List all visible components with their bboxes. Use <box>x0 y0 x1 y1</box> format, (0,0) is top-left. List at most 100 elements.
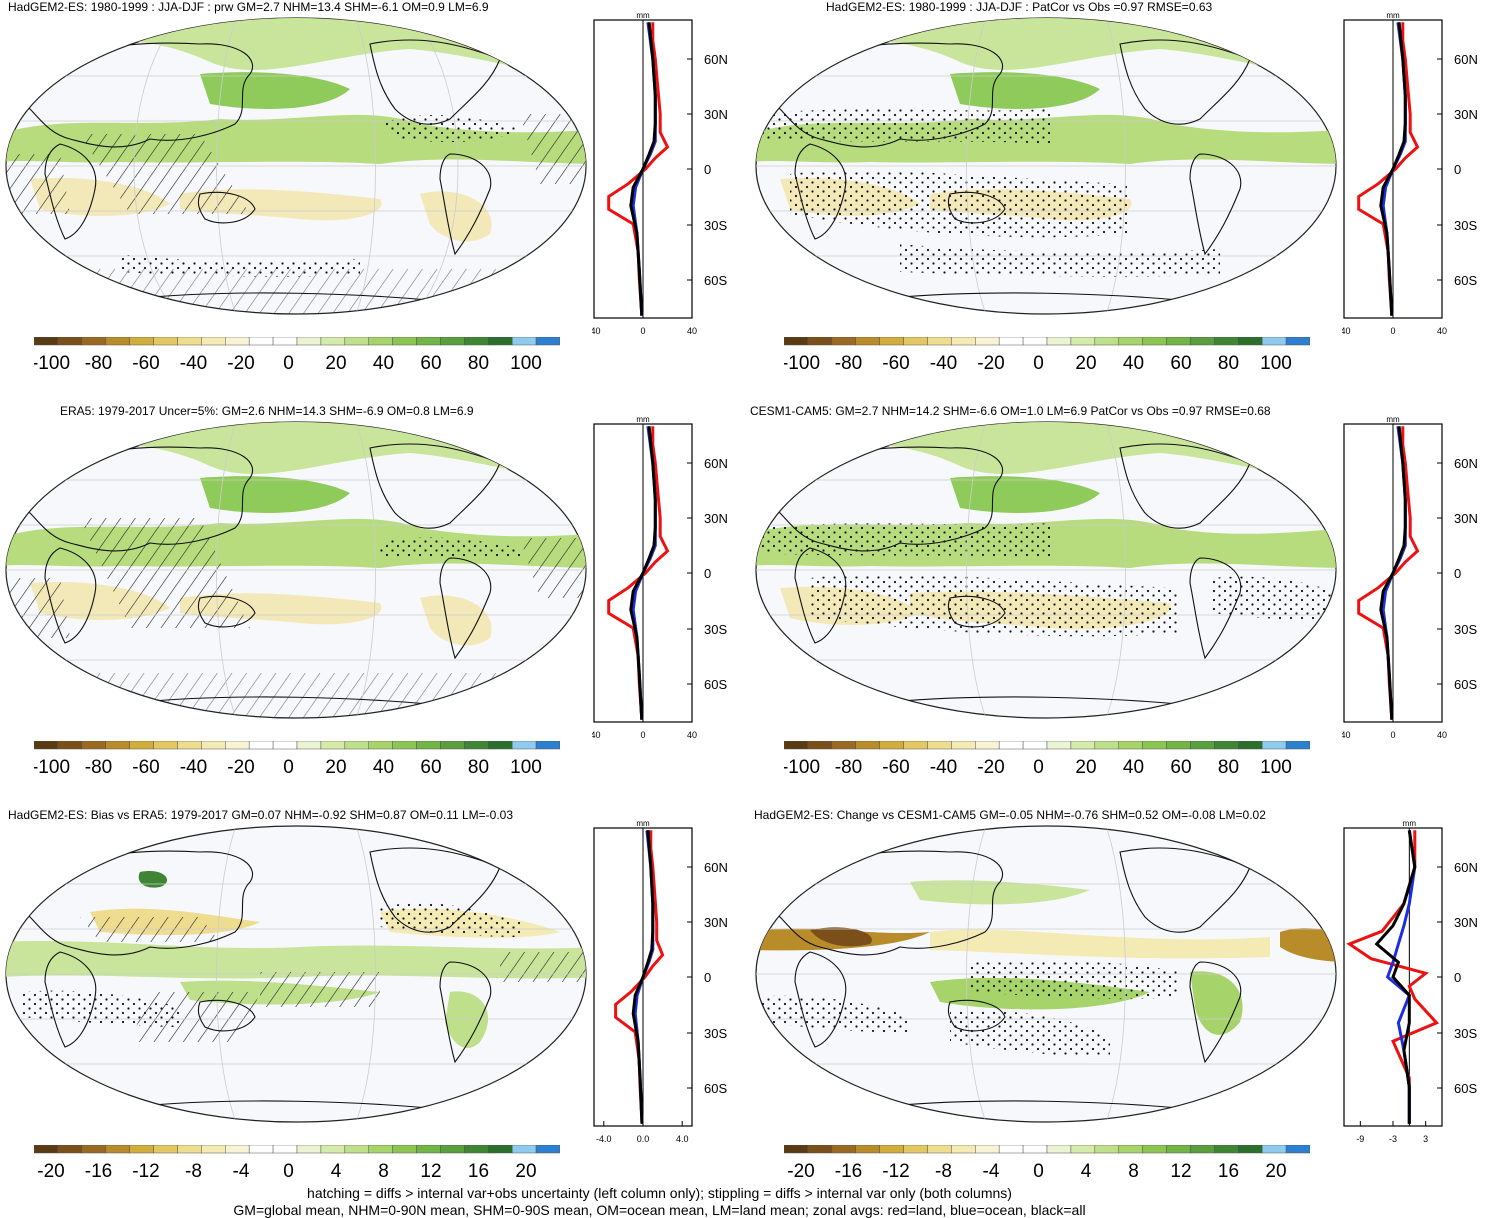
colorbar-swatch <box>440 337 465 346</box>
colorbar-swatch <box>1285 337 1310 346</box>
colorbar-swatch <box>464 741 489 750</box>
colorbar-swatch <box>177 1145 202 1154</box>
colorbar-tick-label: -80 <box>85 353 112 374</box>
colorbar-tick-label: -4 <box>233 1161 250 1182</box>
lat-tick-label: 30N <box>704 511 728 526</box>
units-label: mm <box>1386 11 1400 20</box>
colorbar-swatch <box>1070 741 1096 750</box>
colorbar-swatch <box>105 741 130 750</box>
zonal-average-plot: mm -9 -3 3 60N 30N 0 30S 60S <box>1343 819 1478 1144</box>
colorbar-tick-label: 20 <box>515 1161 536 1182</box>
zonal-average-plot: mm -40 0 40 60N 30N 0 30S 60S <box>592 11 728 336</box>
colorbar-tick-label: 60 <box>420 757 441 778</box>
colorbar-swatch <box>998 337 1024 346</box>
panel-title: HadGEM2-ES: Change vs CESM1-CAM5 GM=-0.0… <box>754 808 1266 822</box>
lat-tick-label: 60N <box>704 456 728 471</box>
panel-title: HadGEM2-ES: 1980-1999 : JJA-DJF : PatCor… <box>826 0 1213 14</box>
x-tick-label: 3 <box>1423 1134 1428 1144</box>
colorbar-swatch <box>975 337 1000 346</box>
colorbar-swatch <box>535 741 560 750</box>
colorbar-swatch <box>1190 741 1215 750</box>
colorbar-tick-label: -20 <box>977 353 1004 374</box>
zonal-average-plot: mm -40 0 40 60N 30N 0 30S 60S <box>1342 415 1478 740</box>
colorbar-swatch <box>225 337 250 346</box>
colorbar-swatch <box>320 1145 346 1154</box>
coastlines <box>17 443 501 709</box>
colorbar-swatch <box>975 1145 1000 1154</box>
colorbar-swatch <box>1070 337 1096 346</box>
colorbar-swatch <box>535 337 560 346</box>
colorbar-tick-label: 100 <box>510 757 542 778</box>
panel-2: HadGEM2-ES: 1980-1999 : JJA-DJF : PatCor… <box>750 0 1485 405</box>
colorbar-swatch <box>34 337 59 346</box>
x-tick-label: 40 <box>687 326 697 336</box>
colorbar-swatch <box>998 741 1024 750</box>
colorbar-swatch <box>1142 741 1167 750</box>
colorbar-tick-label: 40 <box>1123 353 1144 374</box>
colorbar-swatch <box>1142 1145 1167 1154</box>
colorbar-tick-label: -12 <box>882 1161 909 1182</box>
colorbar-tick-label: 16 <box>1218 1161 1239 1182</box>
graticule <box>6 18 586 314</box>
units-label: mm <box>1386 415 1400 424</box>
all-zonal-line <box>631 830 655 1124</box>
colorbar-swatch <box>57 741 83 750</box>
lat-tick-label: 30N <box>1454 511 1478 526</box>
colorbar-swatch <box>129 337 154 346</box>
colorbar-tick-label: 16 <box>468 1161 489 1182</box>
lat-tick-label: 30S <box>704 622 727 637</box>
colorbar-swatch <box>344 337 369 346</box>
colorbar-swatch <box>784 1145 809 1154</box>
colorbar-tick-label: -100 <box>34 757 70 778</box>
colorbar-swatch <box>831 337 856 346</box>
all-zonal-line <box>1379 22 1407 316</box>
lat-tick-label: 60S <box>1454 677 1477 692</box>
lat-tick-label: 60N <box>704 860 728 875</box>
colorbar-tick-label: -4 <box>983 1161 1000 1182</box>
lat-tick-label: 30S <box>1454 218 1477 233</box>
colorbar-swatch <box>225 1145 250 1154</box>
colorbar-swatch <box>1118 1145 1143 1154</box>
colorbar-swatch <box>368 337 393 346</box>
footer-line-2: GM=global mean, NHM=0-90N mean, SHM=0-90… <box>233 1202 1086 1218</box>
x-tick-label: 0.0 <box>637 1134 650 1144</box>
lat-tick-label: 60S <box>704 677 727 692</box>
colorbar-tick-label: 0 <box>283 757 294 778</box>
colorbar-tick-label: -8 <box>935 1161 952 1182</box>
panel-6: HadGEM2-ES: Change vs CESM1-CAM5 GM=-0.0… <box>750 808 1485 1213</box>
panel-title: ERA5: 1979-2017 Uncer=5%: GM=2.6 NHM=14.… <box>60 404 474 418</box>
colorbar-swatch <box>296 1145 322 1154</box>
colorbar-tick-label: 60 <box>420 353 441 374</box>
colorbar-swatch <box>831 741 856 750</box>
colorbar-swatch <box>1022 741 1048 750</box>
colorbar-swatch <box>488 1145 513 1154</box>
colorbar-tick-label: -8 <box>185 1161 202 1182</box>
lat-tick-label: 60S <box>704 1081 727 1096</box>
colorbar-tick-label: -40 <box>180 353 207 374</box>
colorbar-swatch <box>855 337 880 346</box>
colorbar-tick-label: -60 <box>132 353 159 374</box>
colorbar-tick-label: -80 <box>85 757 112 778</box>
colorbar-swatch <box>105 1145 130 1154</box>
lat-tick-label: 30N <box>1454 915 1478 930</box>
colorbar-swatch <box>1261 337 1287 346</box>
colorbar-swatch <box>272 337 298 346</box>
colorbar-tick-label: -40 <box>930 353 957 374</box>
lat-tick-label: 30N <box>704 915 728 930</box>
x-tick-label: -4.0 <box>596 1134 612 1144</box>
colorbar-swatch <box>153 337 178 346</box>
colorbar-tick-label: 80 <box>468 353 489 374</box>
graticule <box>756 18 1336 314</box>
colorbar-swatch <box>511 741 537 750</box>
colorbar-swatch <box>784 741 809 750</box>
colorbar-tick-label: 60 <box>1170 757 1191 778</box>
colorbar-swatch <box>1238 741 1263 750</box>
world-map <box>755 17 1337 315</box>
colorbar-swatch <box>1022 1145 1048 1154</box>
colorbar-swatch <box>903 1145 928 1154</box>
colorbar: -100 -80 -60 -40 -20 0 20 40 60 80 100 <box>34 337 560 374</box>
colorbar-swatch <box>1166 741 1191 750</box>
lat-tick-label: 30S <box>1454 622 1477 637</box>
x-tick-label: 0 <box>640 326 645 336</box>
colorbar-swatch <box>416 1145 441 1154</box>
